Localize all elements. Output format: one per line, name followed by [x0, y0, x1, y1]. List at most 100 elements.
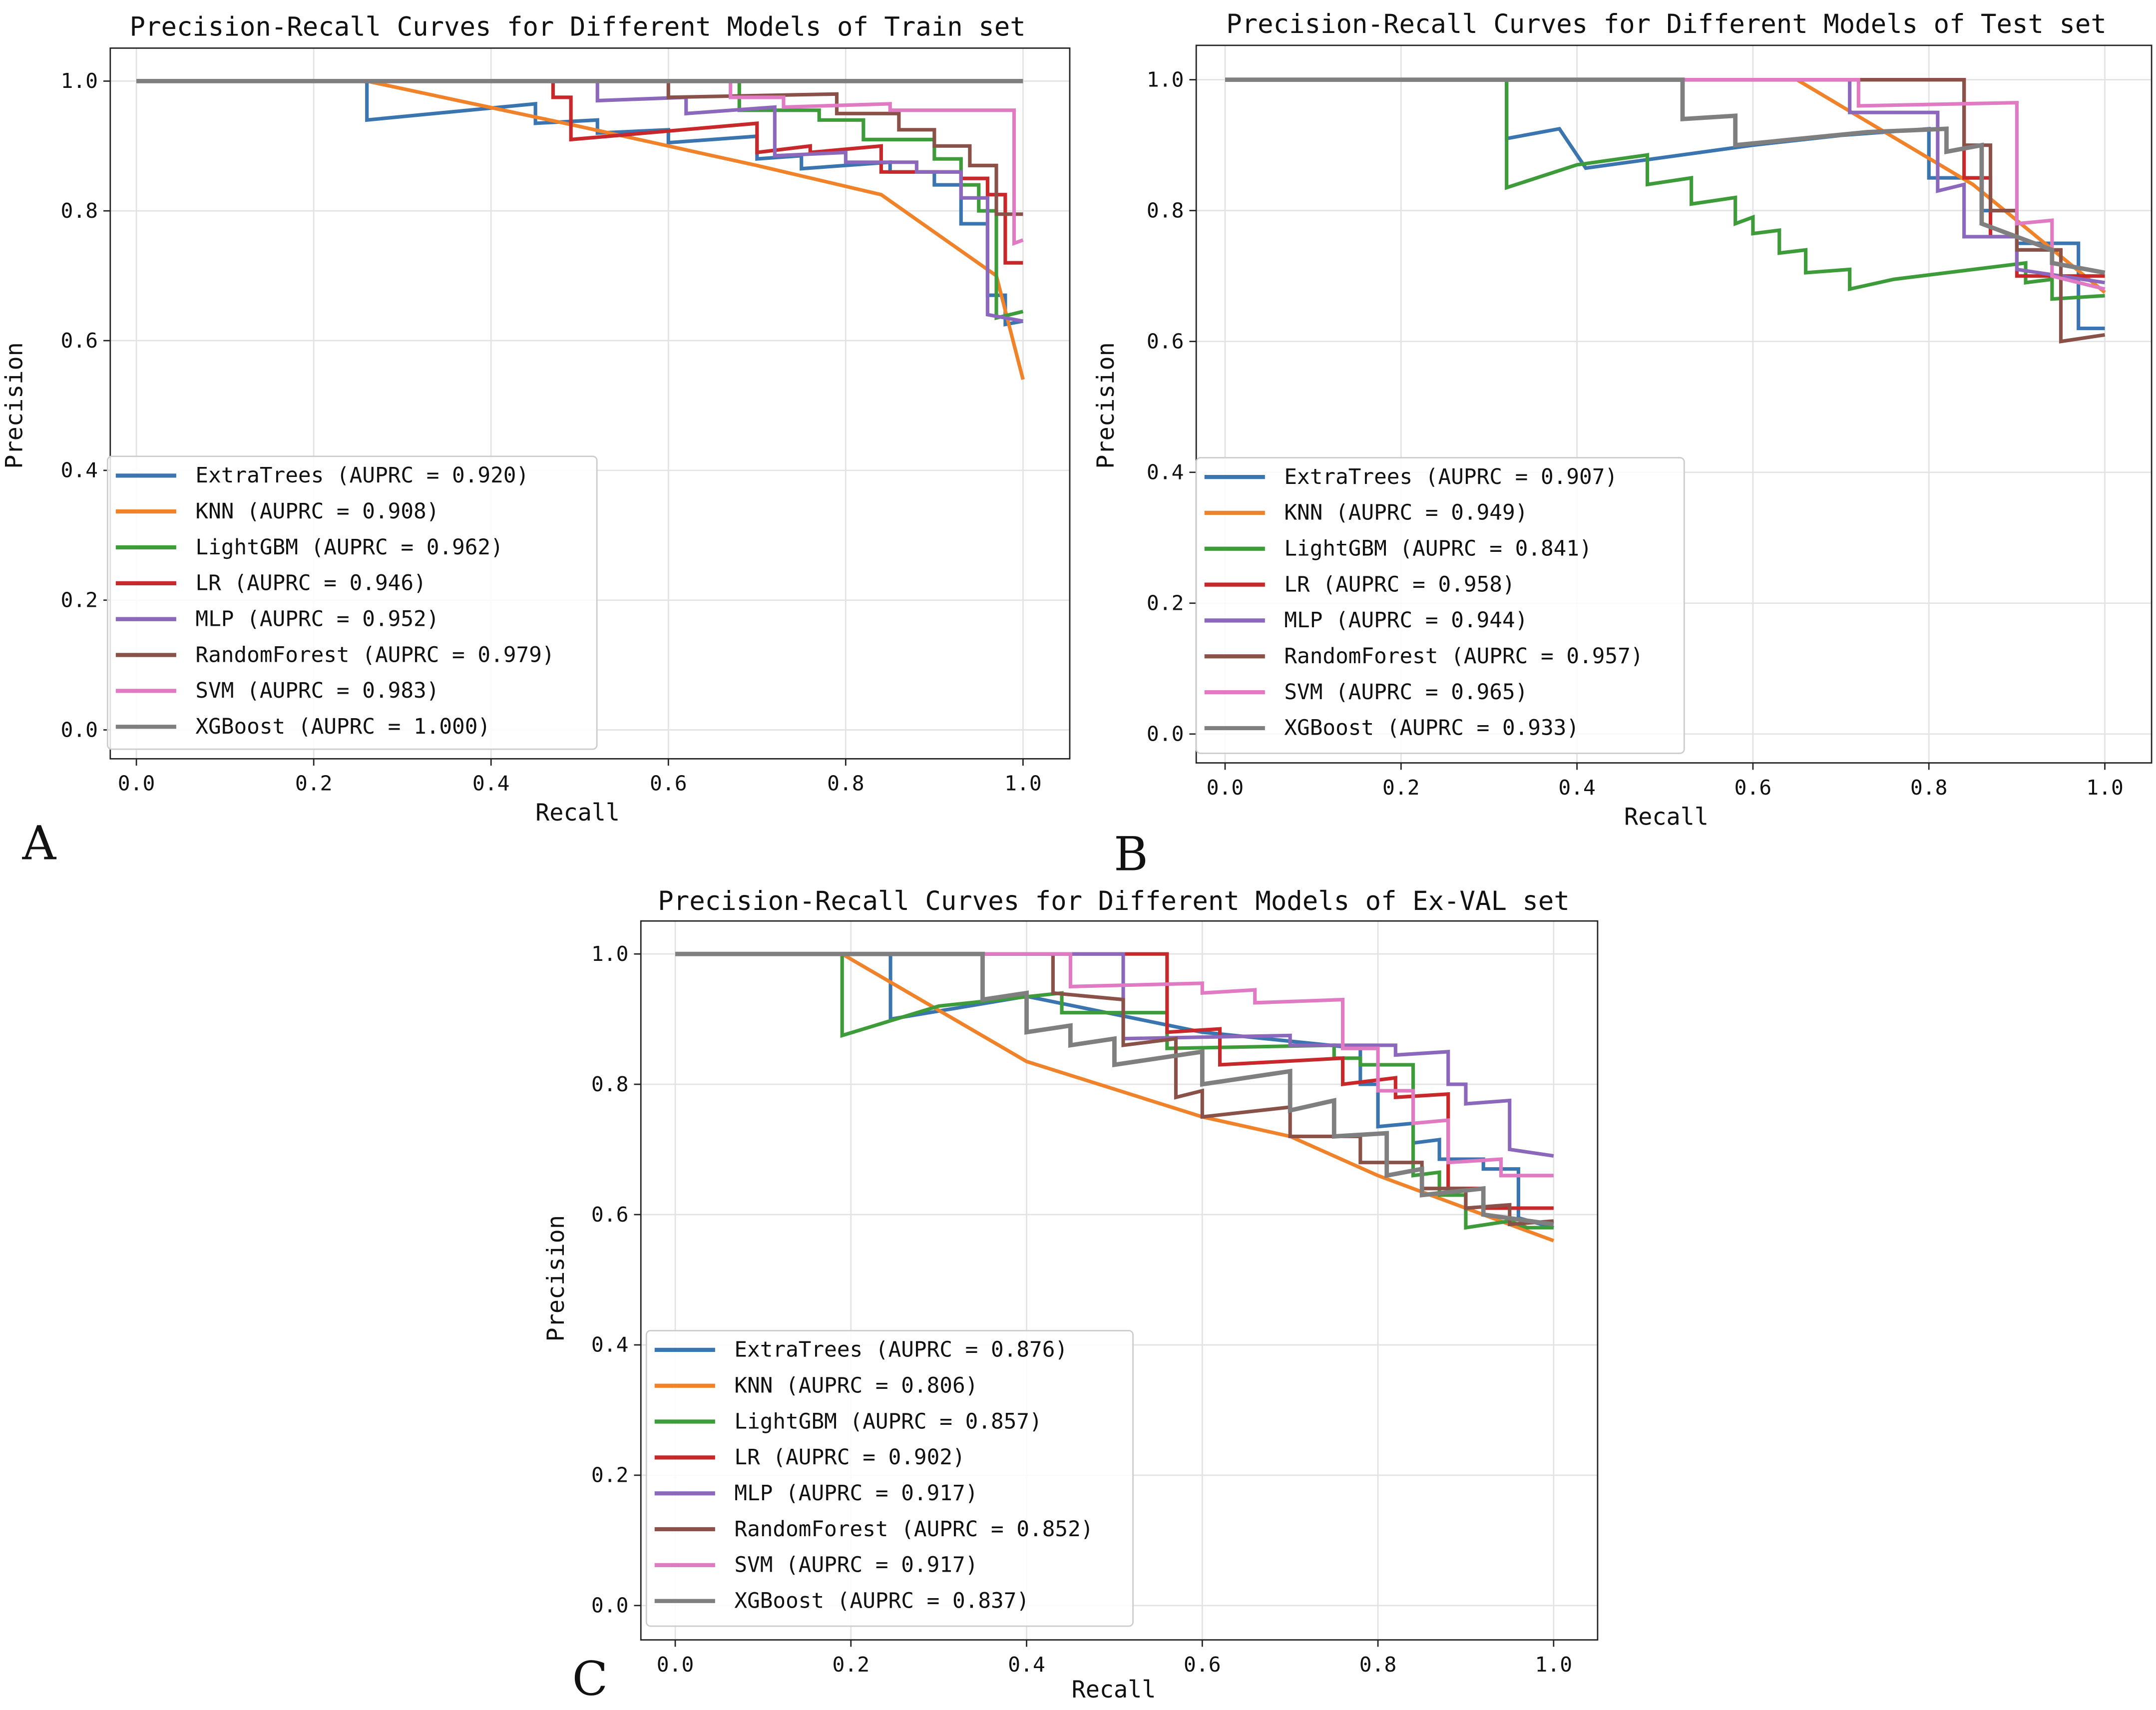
chart-panel-c: 0.0 0.2 0.4 0.6 0.8 1.0 0.0 0.2 0.4 0.6 0.8 1.0 Extr…: [543, 886, 1599, 1707]
x-tick-label: 0.2: [833, 1653, 870, 1677]
series-line-knn: [136, 79, 1025, 380]
legend-label: LR (AUPRC = 0.902): [734, 1445, 965, 1470]
y-tick-label: 0.0: [591, 1594, 629, 1618]
y-tick-label: 0.0: [60, 718, 98, 742]
legend-label: SVM (AUPRC = 0.917): [734, 1553, 978, 1578]
x-tick-label: 0.6: [1184, 1653, 1221, 1677]
legend-label: LightGBM (AUPRC = 0.857): [734, 1409, 1042, 1434]
legend-label: RandomForest (AUPRC = 0.957): [1284, 644, 1643, 669]
y-tick-label: 0.8: [1147, 198, 1184, 222]
series-line-randomforest: [1225, 78, 2106, 344]
series-line-xgboost: [675, 951, 1554, 1227]
y-tick-label: 0.8: [591, 1072, 629, 1096]
x-tick-label: 0.0: [1207, 776, 1244, 800]
series-line-lr: [1225, 78, 2105, 278]
series-line-lr: [136, 79, 1023, 265]
panel-letter: C: [572, 1652, 608, 1707]
series-line-svm: [136, 79, 1024, 246]
legend-box: [106, 455, 598, 750]
legend-label: KNN (AUPRC = 0.949): [1284, 500, 1528, 525]
legend-label: LR (AUPRC = 0.958): [1284, 572, 1515, 597]
chart-title: Precision-Recall Curves for Different Mo…: [1226, 9, 2107, 39]
y-tick-label: 0.4: [60, 458, 98, 482]
legend-item: MLP (AUPRC = 0.917): [654, 1481, 978, 1506]
x-tick-label: 0.4: [1558, 776, 1596, 800]
y-tick-label: 0.6: [1147, 329, 1184, 353]
legend-item: LR (AUPRC = 0.958): [1204, 572, 1515, 597]
legend-label: SVM (AUPRC = 0.965): [1284, 680, 1528, 705]
x-tick-label: 0.2: [1382, 776, 1420, 800]
x-axis-label: Recall: [535, 800, 620, 827]
legend-item: ExtraTrees (AUPRC = 0.907): [1204, 464, 1618, 489]
legend-label: MLP (AUPRC = 0.917): [734, 1481, 978, 1506]
x-tick-label: 0.0: [657, 1653, 694, 1677]
series-line-extratrees: [1225, 78, 2105, 331]
x-tick-label: 0.6: [1734, 776, 1772, 800]
legend-item: ExtraTrees (AUPRC = 0.920): [115, 463, 529, 488]
x-tick-label: 1.0: [1004, 772, 1042, 796]
legend-item: RandomForest (AUPRC = 0.957): [1204, 644, 1643, 669]
legend-label: MLP (AUPRC = 0.952): [195, 606, 439, 631]
y-tick-label: 0.2: [60, 588, 98, 612]
legend-label: ExtraTrees (AUPRC = 0.876): [734, 1337, 1068, 1362]
series-line-xgboost: [1225, 77, 2106, 275]
chart-panel-b: 0.0 0.2 0.4 0.6 0.8 1.0 0.0 0.2 0.4 0.6 0.8 1.0 Extr…: [1093, 9, 2153, 881]
legend-label: LR (AUPRC = 0.946): [195, 571, 426, 596]
panel-letter: A: [22, 816, 57, 870]
series-line-knn: [675, 952, 1555, 1243]
series-line-svm: [1225, 78, 2106, 291]
y-axis-label: Precision: [1093, 342, 1120, 468]
legend-item: LightGBM (AUPRC = 0.857): [654, 1409, 1042, 1434]
legend-item: LR (AUPRC = 0.946): [115, 571, 427, 596]
legend-item: LightGBM (AUPRC = 0.841): [1204, 536, 1592, 561]
legend-item: XGBoost (AUPRC = 0.933): [1204, 716, 1579, 741]
legend-label: ExtraTrees (AUPRC = 0.920): [195, 463, 529, 488]
y-tick-label: 0.4: [1147, 460, 1184, 484]
legend-label: RandomForest (AUPRC = 0.852): [734, 1517, 1093, 1542]
legend-label: XGBoost (AUPRC = 0.933): [1284, 716, 1579, 741]
legend-item: LR (AUPRC = 0.902): [654, 1445, 965, 1470]
legend: ExtraTrees (AUPRC = 0.920) KNN (AUPRC = 0…: [106, 455, 598, 750]
legend: ExtraTrees (AUPRC = 0.876) KNN (AUPRC = 0…: [645, 1329, 1134, 1627]
x-axis-label: Recall: [1072, 1677, 1156, 1704]
legend-label: LightGBM (AUPRC = 0.962): [195, 535, 503, 560]
legend-item: RandomForest (AUPRC = 0.979): [115, 642, 555, 667]
y-tick-label: 0.0: [1147, 722, 1184, 746]
y-tick-label: 0.2: [1147, 591, 1184, 615]
plot-frame: [640, 920, 1599, 1641]
x-tick-label: 1.0: [1535, 1653, 1573, 1677]
chart-title: Precision-Recall Curves for Different Mo…: [130, 12, 1026, 42]
series-line-mlp: [136, 79, 1024, 323]
series-line-svm: [675, 952, 1554, 1178]
legend-label: MLP (AUPRC = 0.944): [1284, 608, 1528, 633]
legend-label: RandomForest (AUPRC = 0.979): [195, 642, 554, 667]
y-tick-label: 0.8: [60, 199, 98, 223]
x-tick-label: 0.6: [650, 772, 687, 796]
legend-label: SVM (AUPRC = 0.983): [195, 678, 439, 703]
y-tick-label: 0.4: [591, 1333, 629, 1357]
series-line-randomforest: [675, 952, 1554, 1227]
x-tick-label: 0.2: [295, 772, 333, 796]
x-tick-label: 0.8: [1359, 1653, 1397, 1677]
legend-label: ExtraTrees (AUPRC = 0.907): [1284, 464, 1618, 489]
y-tick-label: 0.6: [60, 329, 98, 353]
x-tick-label: 0.4: [1008, 1653, 1045, 1677]
y-tick-label: 1.0: [591, 942, 629, 966]
chart-panel-a: 0.0 0.2 0.4 0.6 0.8 1.0 0.0 0.2 0.4 0.6 0.8 1.0 Extr…: [1, 12, 1071, 870]
series-line-mlp: [675, 952, 1554, 1158]
x-tick-label: 0.4: [472, 772, 510, 796]
legend-item: KNN (AUPRC = 0.949): [1204, 500, 1528, 525]
y-tick-label: 0.6: [591, 1203, 629, 1227]
chart-title: Precision-Recall Curves for Different Mo…: [658, 886, 1570, 916]
legend-item: MLP (AUPRC = 0.952): [115, 606, 439, 631]
series-line-knn: [1225, 78, 2106, 294]
legend-item: KNN (AUPRC = 0.806): [654, 1373, 978, 1398]
series-line-mlp: [1225, 78, 2106, 285]
plot-frame: [1195, 44, 2153, 764]
plot-frame: [109, 47, 1071, 760]
y-axis-label: Precision: [543, 1215, 570, 1341]
y-tick-label: 1.0: [1147, 67, 1184, 91]
legend-item: KNN (AUPRC = 0.908): [115, 499, 439, 524]
legend: ExtraTrees (AUPRC = 0.907) KNN (AUPRC = 0…: [1195, 457, 1685, 754]
